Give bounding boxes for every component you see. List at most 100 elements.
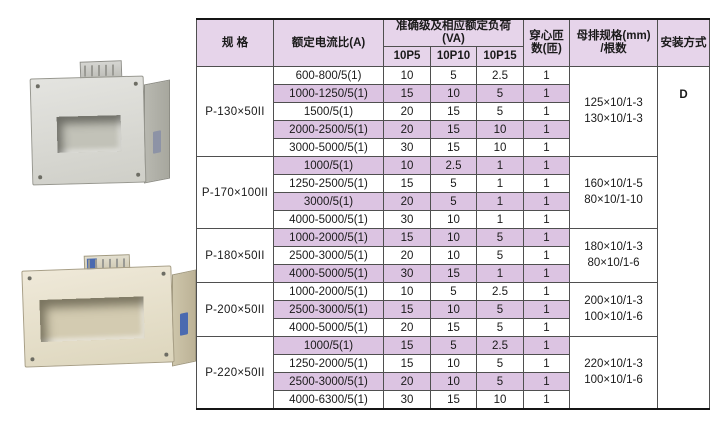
load-10p15-cell: 5 (476, 228, 524, 248)
turns-cell: 1 (523, 66, 570, 86)
ratio-cell: 1250-2000/5(1) (273, 354, 384, 374)
turns-cell: 1 (523, 336, 570, 356)
spec-cell: P-180×50II (196, 228, 274, 284)
ratio-cell: 1250-2500/5(1) (273, 174, 384, 194)
busbar-cell: 160×10/1-5 80×10/1-10 (569, 156, 658, 230)
load-10p10-cell: 10 (430, 228, 477, 248)
ratio-cell: 1000-1250/5(1) (273, 84, 384, 104)
screw-icon (136, 172, 141, 177)
product-photo-bottom (20, 253, 198, 373)
header-load-group: 准确级及相应额定负荷(VA) (383, 18, 524, 48)
turns-cell: 1 (523, 210, 570, 230)
ratio-cell: 4000-6300/5(1) (273, 390, 384, 410)
load-10p5-cell: 10 (383, 282, 431, 302)
load-10p10-cell: 5 (430, 336, 477, 356)
side-label (153, 130, 161, 154)
load-10p15-cell: 1 (476, 174, 524, 194)
busbar-cell: 125×10/1-3 130×10/1-3 (569, 66, 658, 158)
table-row: 4000-5000/5(1) 30 10 1 1 (197, 210, 710, 230)
table-row: 3000-5000/5(1) 30 15 10 1 (197, 138, 710, 158)
ct-window-opening (39, 296, 145, 343)
table-row: P-170×100II 1000/5(1) 10 2.5 1 1 160×10/1-5 80… (196, 156, 710, 230)
ratio-cell: 1000/5(1) (273, 336, 384, 356)
ratio-cell: 1000-2000/5(1) (273, 282, 384, 302)
spec-cell: P-130×50II (196, 66, 274, 158)
load-10p15-cell: 1 (476, 264, 524, 284)
turns-cell: 1 (523, 246, 570, 266)
load-10p10-cell: 15 (430, 390, 477, 410)
ct-window-opening (56, 115, 122, 153)
turns-cell: 1 (523, 102, 570, 122)
load-10p5-cell: 30 (383, 138, 431, 158)
load-10p5-cell: 30 (383, 390, 431, 410)
turns-cell: 1 (523, 300, 570, 320)
load-10p5-cell: 15 (383, 354, 431, 374)
load-10p10-cell: 10 (430, 354, 477, 374)
load-10p10-cell: 5 (430, 282, 477, 302)
load-10p5-cell: 30 (383, 210, 431, 230)
table-row: 2000-2500/5(1) 20 15 10 1 (197, 120, 710, 140)
turns-cell: 1 (523, 228, 570, 248)
load-10p10-cell: 5 (430, 174, 477, 194)
screw-icon (27, 276, 32, 281)
header-install: 安装方式 (657, 18, 710, 68)
ct-front-face (21, 265, 175, 368)
ratio-cell: 2000-2500/5(1) (273, 120, 384, 140)
header-busbar: 母排规格(mm) /根数 (569, 18, 658, 68)
load-10p10-cell: 15 (430, 264, 477, 284)
turns-cell: 1 (523, 318, 570, 338)
spec-table: 规 格 额定电流比(A) 准确级及相应额定负荷(VA) 穿心匝 数(匝) 母排规… (196, 18, 710, 410)
load-10p15-cell: 1 (476, 210, 524, 230)
load-10p10-cell: 10 (430, 210, 477, 230)
spec-cell: P-220×50II (196, 336, 274, 410)
screw-icon (30, 357, 35, 362)
table-row: 4000-5000/5(1) 20 15 5 1 (197, 318, 710, 338)
ratio-cell: 600-800/5(1) (273, 66, 384, 86)
spec-cell: P-170×100II (196, 156, 274, 230)
load-10p10-cell: 10 (430, 84, 477, 104)
table-row: P-130×50II 600-800/5(1) 10 5 2.5 1 125×10/1-3 … (196, 66, 710, 410)
screw-icon (35, 84, 40, 89)
load-10p10-cell: 10 (430, 246, 477, 266)
product-photo-top (26, 58, 172, 190)
ct-side-face (144, 79, 170, 184)
table-row: 4000-5000/5(1) 30 15 1 1 (197, 264, 710, 284)
load-10p15-cell: 1 (476, 192, 524, 212)
busbar-cell: 220×10/1-3 100×10/1-6 (569, 336, 658, 410)
header-10p10: 10P10 (430, 46, 477, 68)
load-10p15-cell: 10 (476, 138, 524, 158)
table-row: 1000-1250/5(1) 15 10 5 1 (197, 84, 710, 104)
turns-cell: 1 (523, 138, 570, 158)
table-row: P-220×50II 1000/5(1) 15 5 2.5 1 220×10/1-3 100… (196, 336, 710, 410)
ct-front-face (29, 75, 147, 186)
load-10p5-cell: 20 (383, 372, 431, 392)
load-10p5-cell: 20 (383, 246, 431, 266)
load-10p10-cell: 15 (430, 120, 477, 140)
load-10p10-cell: 2.5 (430, 156, 477, 176)
load-10p5-cell: 15 (383, 84, 431, 104)
load-10p15-cell: 2.5 (476, 282, 524, 302)
install-cell: D (657, 66, 710, 410)
load-10p10-cell: 10 (430, 372, 477, 392)
turns-cell: 1 (523, 264, 570, 284)
load-10p5-cell: 10 (383, 66, 431, 86)
turns-cell: 1 (523, 390, 570, 410)
table-row: 4000-6300/5(1) 30 15 10 1 (197, 390, 710, 410)
load-10p15-cell: 1 (476, 156, 524, 176)
screw-icon (161, 271, 166, 276)
ratio-cell: 1000/5(1) (273, 156, 384, 176)
turns-cell: 1 (523, 372, 570, 392)
ratio-cell: 2500-3000/5(1) (273, 372, 384, 392)
turns-cell: 1 (523, 84, 570, 104)
ct-side-face (172, 269, 196, 367)
load-10p15-cell: 5 (476, 372, 524, 392)
load-10p5-cell: 10 (383, 156, 431, 176)
ratio-cell: 4000-5000/5(1) (273, 210, 384, 230)
load-10p15-cell: 5 (476, 84, 524, 104)
load-10p10-cell: 15 (430, 102, 477, 122)
table-row: P-180×50II 1000-2000/5(1) 15 10 5 1 180×10/1-3… (196, 228, 710, 284)
load-10p10-cell: 15 (430, 138, 477, 158)
load-10p15-cell: 10 (476, 390, 524, 410)
table-header: 规 格 额定电流比(A) 准确级及相应额定负荷(VA) 穿心匝 数(匝) 母排规… (196, 18, 710, 68)
ratio-cell: 4000-5000/5(1) (273, 264, 384, 284)
